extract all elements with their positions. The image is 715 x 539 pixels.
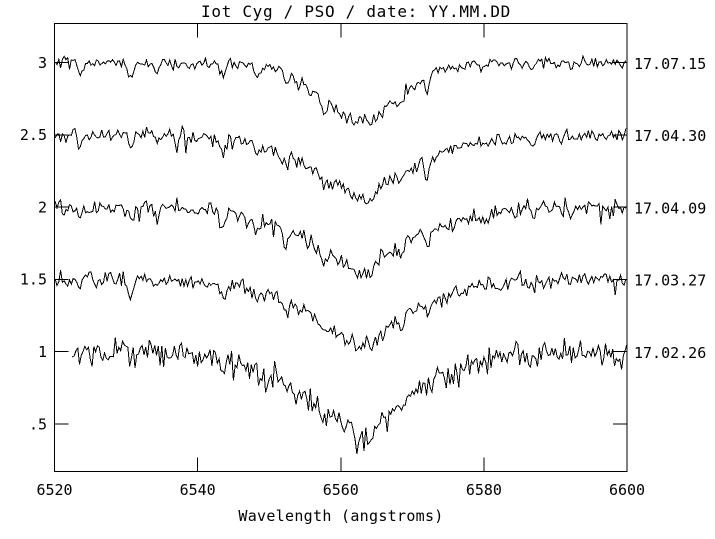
- x-tick-labels: 6520 6540 6560 6580 6600: [36, 481, 645, 499]
- y-tick-label: 2.5: [20, 126, 47, 144]
- spectrum-line-17.02.26: [72, 337, 628, 454]
- x-tick-label: 6560: [323, 481, 359, 499]
- spectrum-line-17.07.15: [54, 54, 627, 126]
- y-tick-label: .5: [29, 415, 47, 433]
- spectrum-line-17.04.30: [54, 124, 627, 205]
- spectrum-line-17.04.09: [54, 197, 627, 280]
- x-axis-label: Wavelength (angstroms): [238, 507, 443, 525]
- date-label: 17.07.15: [634, 55, 706, 73]
- date-label: 17.03.27: [634, 272, 706, 290]
- x-tick-label: 6580: [466, 481, 502, 499]
- y-tick-label: 2: [38, 198, 47, 216]
- spectrum-lines: [54, 54, 628, 454]
- y-tick-label: 1.5: [20, 271, 47, 289]
- date-label: 17.04.09: [634, 199, 706, 217]
- plot-border: [54, 23, 628, 472]
- y-tick-labels: 32.521.51.5: [20, 54, 47, 434]
- chart-title: Iot Cyg / PSO / date: YY.MM.DD: [201, 2, 511, 21]
- x-tick-label: 6540: [180, 481, 216, 499]
- y-tick-label: 1: [38, 343, 47, 361]
- observation-date-labels: 17.07.15 17.04.30 17.04.09 17.03.27 17.02.26: [634, 55, 706, 362]
- x-tick-label: 6520: [36, 481, 72, 499]
- axis-tick-marks: [54, 23, 627, 472]
- x-tick-label: 6600: [609, 481, 645, 499]
- date-label: 17.04.30: [634, 127, 706, 145]
- y-tick-label: 3: [38, 54, 47, 72]
- spectrum-line-17.03.27: [54, 269, 627, 353]
- date-label: 17.02.26: [634, 344, 706, 362]
